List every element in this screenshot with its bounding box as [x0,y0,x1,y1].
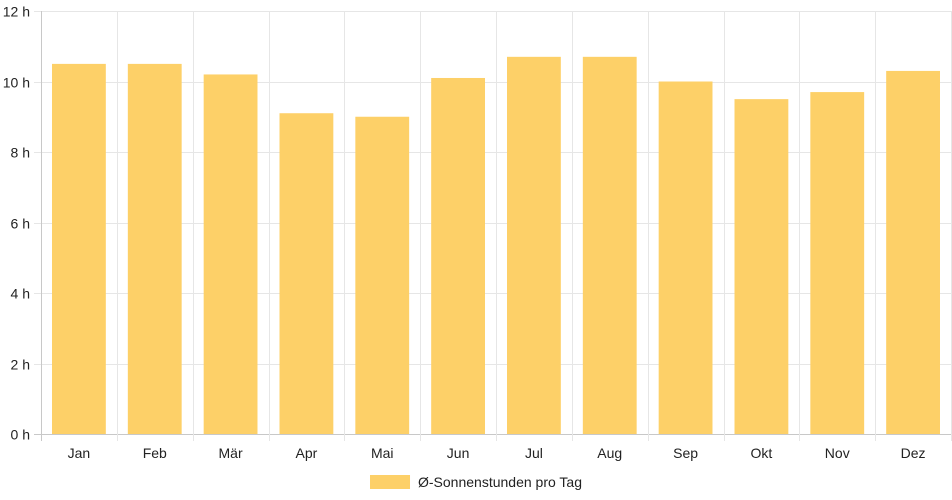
legend-label[interactable]: Ø-Sonnenstunden pro Tag [418,474,582,490]
x-tick-label: Sep [673,445,698,461]
axis-layer: 0 h 2 h 4 h 6 h 8 h 10 h 12 h Jan Feb Mär Apr Mai Ju… [3,4,926,462]
y-tick-label: 10 h [3,75,30,91]
bars-layer [52,56,940,435]
legend[interactable]: Ø-Sonnenstunden pro Tag [370,474,582,490]
bar-sep[interactable] [658,81,713,435]
y-tick-label: 12 h [3,4,30,20]
grid-layer [34,11,952,441]
bar-jul[interactable] [507,56,561,434]
x-tick-label: Feb [143,445,167,461]
y-tick-label: 0 h [11,427,30,443]
x-tick-label: Okt [751,445,773,461]
x-tick-label: Jul [525,445,543,461]
x-tick-label: Jun [447,445,470,461]
bar-dez[interactable] [886,70,940,435]
bar-apr[interactable] [279,113,334,434]
bar-aug[interactable] [582,56,637,434]
x-tick-label: Nov [825,445,850,461]
y-tick-label: 4 h [11,286,30,302]
x-tick-label: Mär [219,445,243,461]
bar-feb[interactable] [127,63,182,435]
bar-mär[interactable] [203,74,258,434]
bar-jan[interactable] [52,63,106,435]
y-tick-label: 8 h [11,145,30,161]
y-tick-label: 6 h [11,216,30,232]
legend-swatch[interactable] [370,475,411,489]
x-tick-label: Dez [901,445,926,461]
bar-mai[interactable] [355,116,410,434]
bar-jun[interactable] [431,77,485,434]
x-tick-label: Jan [68,445,91,461]
bar-nov[interactable] [810,92,865,434]
y-tick-label: 2 h [11,357,30,373]
x-tick-label: Aug [597,445,622,461]
bar-okt[interactable] [734,99,789,435]
x-tick-label: Mai [371,445,394,461]
x-tick-label: Apr [296,445,318,461]
